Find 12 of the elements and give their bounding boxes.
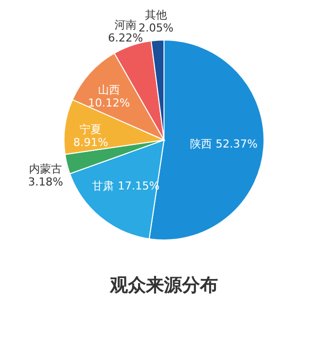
slice-label: 其他 [144, 8, 167, 22]
data-label: 10.12% [88, 96, 130, 110]
slice-label: 山西 [98, 83, 120, 96]
data-label: 6.22% [108, 32, 143, 45]
text: 观众来源分布 [109, 275, 218, 296]
slice-label: 河南 [114, 18, 137, 32]
slice-label: 陕西 52.37% [190, 137, 258, 150]
slice-label: 内蒙古 [29, 162, 62, 176]
data-label: 2.05% [138, 21, 174, 34]
slice-label: 宁夏 [80, 123, 102, 136]
data-label: 3.18% [28, 176, 64, 189]
data-label: 8.91% [73, 136, 108, 150]
